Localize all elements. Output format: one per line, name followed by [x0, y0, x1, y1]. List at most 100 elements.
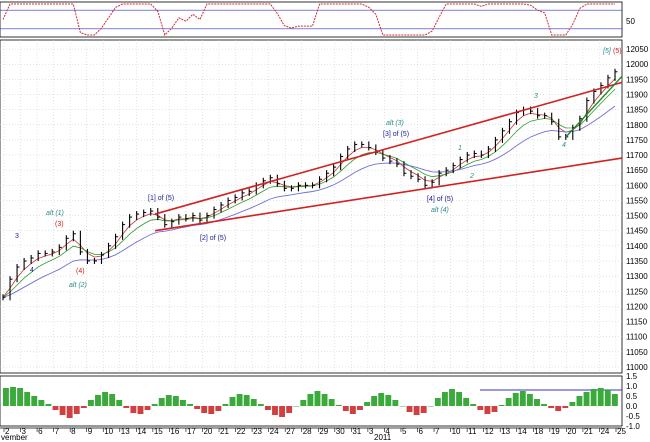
- histogram-bar: [328, 399, 335, 406]
- histogram-bar: [449, 389, 455, 406]
- x-tick-label: 22: [237, 427, 246, 436]
- histogram-bar: [10, 387, 16, 406]
- wave-label: 3: [15, 233, 19, 240]
- histogram-bar: [229, 397, 236, 406]
- y-tick-label: 11900: [626, 90, 648, 99]
- price-panel: 12050 12000 11950 11900 11850 11800 11750 11700…: [0, 39, 649, 374]
- wave-label: 3: [534, 93, 538, 100]
- x-tick-label: 21: [220, 427, 229, 436]
- histogram-bar: [123, 406, 130, 408]
- x-month-label: 2011: [374, 433, 392, 442]
- histogram-bar: [611, 394, 618, 406]
- histogram-bar: [399, 406, 406, 407]
- y-tick-label: 11750: [626, 136, 648, 145]
- histogram-bar: [95, 395, 101, 406]
- histogram-bar: [286, 406, 293, 413]
- histogram-bar: [555, 406, 562, 411]
- x-tick-label: 14: [137, 427, 146, 436]
- histogram-bar: [109, 394, 116, 406]
- histogram-bar: [441, 392, 448, 406]
- histogram-bar: [307, 394, 314, 406]
- histogram-bar: [236, 394, 243, 406]
- histogram-bar: [80, 406, 87, 408]
- histogram-bar: [180, 400, 186, 406]
- x-tick-label: 13: [501, 427, 510, 436]
- wave-label: (3): [55, 221, 64, 228]
- histogram-bar: [87, 400, 94, 406]
- x-tick-label: 16: [170, 427, 179, 436]
- histogram-bar: [548, 406, 555, 408]
- histogram-bar: [590, 389, 597, 406]
- histogram-bar: [420, 406, 427, 413]
- histogram-bar: [257, 404, 264, 406]
- histogram-bar: [562, 406, 569, 408]
- x-tick-label: 30: [336, 427, 345, 436]
- histogram-y-tick: -1.0: [626, 422, 640, 431]
- histogram-bar: [17, 388, 24, 406]
- histogram-bar: [151, 404, 158, 406]
- histogram-bar: [576, 396, 583, 406]
- y-tick-label: 11550: [626, 196, 648, 205]
- x-tick-label: 20: [567, 427, 576, 436]
- histogram-bar: [73, 406, 80, 414]
- x-tick-label: 19: [551, 427, 560, 436]
- histogram-bar: [534, 399, 540, 406]
- x-tick-label: 3: [22, 427, 27, 436]
- histogram-bar: [491, 406, 498, 412]
- x-tick-label: 13: [121, 427, 130, 436]
- wave-label: 4: [562, 142, 566, 149]
- ema-mid-line: [2, 88, 616, 298]
- x-tick-label: 17: [187, 427, 196, 436]
- x-tick-label: 7: [435, 427, 440, 436]
- histogram-bar: [413, 406, 420, 415]
- x-month-label: vember: [1, 433, 28, 442]
- green-trendline: [565, 75, 623, 138]
- histogram-bar: [130, 406, 137, 413]
- histogram-bar: [31, 396, 38, 406]
- histogram-bar: [463, 398, 470, 406]
- ema-slow-line: [2, 105, 616, 298]
- wave-label: alt (2): [69, 282, 87, 289]
- histogram-bar: [526, 394, 533, 406]
- y-tick-label: 11650: [626, 166, 648, 175]
- histogram-bar: [208, 406, 215, 414]
- wave-label: alt (3): [386, 120, 404, 127]
- channel-upper-line: [154, 81, 623, 215]
- histogram-bar: [45, 404, 52, 406]
- x-tick-label: 15: [154, 427, 163, 436]
- y-tick-label: 11300: [626, 272, 648, 281]
- wave-label: [2] of (5): [200, 235, 226, 242]
- x-tick-label: 25: [617, 427, 626, 436]
- x-tick-label: 3: [369, 427, 374, 436]
- histogram-bar: [434, 398, 441, 406]
- wave-label: (4): [76, 268, 85, 275]
- x-tick-label: 6: [419, 427, 424, 436]
- oscillator-y-tick: 50: [626, 17, 635, 26]
- histogram-bar: [357, 406, 363, 410]
- y-tick-label: 11600: [626, 181, 648, 190]
- histogram-bar: [371, 396, 378, 406]
- histogram-bar: [583, 392, 590, 406]
- y-tick-label: 11200: [626, 302, 648, 311]
- x-tick-label: 18: [534, 427, 543, 436]
- x-tick-label: 27: [286, 427, 295, 436]
- x-tick-label: 23: [253, 427, 262, 436]
- histogram-bar: [59, 406, 66, 415]
- x-tick-label: 5: [402, 427, 407, 436]
- x-axis: vember 2011 2 3 6 7 8 9 10 13 14 15 16 17 20 21 22 23 24…: [0, 427, 626, 442]
- histogram-bar: [512, 393, 519, 406]
- histogram-bar: [314, 391, 321, 406]
- histogram-bar: [477, 406, 484, 410]
- wave-label: [5]: [602, 48, 612, 55]
- histogram-bar: [378, 393, 385, 406]
- histogram-bar: [321, 394, 328, 406]
- histogram-bar: [505, 398, 512, 406]
- x-tick-label: 11: [468, 427, 477, 436]
- wave-label: alt (1): [46, 210, 64, 217]
- y-tick-label: 11050: [626, 348, 648, 357]
- histogram-bar: [498, 405, 505, 406]
- histogram-bar: [144, 406, 151, 410]
- x-tick-label: 14: [518, 427, 527, 436]
- histogram-bar: [194, 406, 201, 409]
